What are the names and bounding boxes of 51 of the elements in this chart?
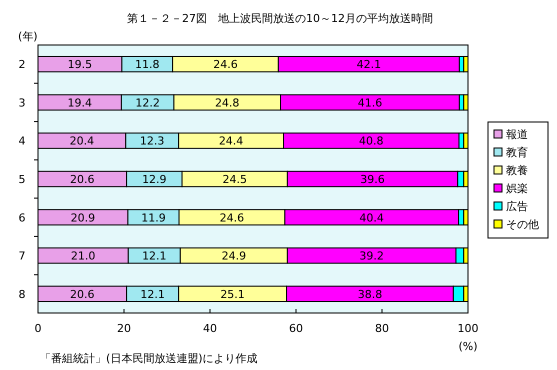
legend-label: 教養 xyxy=(506,164,528,177)
y-tick-label: 7 xyxy=(18,250,26,263)
data-label: 12.9 xyxy=(142,173,167,186)
data-label: 12.1 xyxy=(140,288,165,301)
y-tick-label: 4 xyxy=(18,134,26,148)
text: 「番組統計」(日本民間放送連盟)により作成 xyxy=(40,352,258,365)
y-tick-label: 2 xyxy=(18,58,26,72)
y-axis-title: (年) xyxy=(18,30,38,43)
x-tick-label: 60 xyxy=(289,322,303,335)
data-label: 12.3 xyxy=(140,134,164,148)
data-label: 38.8 xyxy=(358,288,382,301)
y-tick-label: 5 xyxy=(18,173,26,186)
data-label: 24.8 xyxy=(214,96,240,110)
x-tick-label: 100 xyxy=(458,322,478,335)
data-label: 21.0 xyxy=(70,250,96,263)
data-label: 12.1 xyxy=(142,250,167,263)
data-label: 20.4 xyxy=(70,134,94,148)
data-label: 25.1 xyxy=(220,288,245,301)
data-label: 40.8 xyxy=(359,134,384,148)
x-tick-label: 0 xyxy=(34,322,42,335)
x-tick-label: 40 xyxy=(203,322,217,335)
y-tick-label: 6 xyxy=(18,211,26,224)
x-tick-label: 80 xyxy=(375,322,389,335)
data-label: 42.1 xyxy=(356,58,382,72)
data-label: 24.6 xyxy=(220,211,244,224)
legend-label: その他 xyxy=(506,218,539,231)
x-tick-label: 20 xyxy=(117,322,131,335)
legend-label: 娯楽 xyxy=(506,182,528,195)
data-label: 11.9 xyxy=(141,211,166,224)
legend-label: 広告 xyxy=(506,200,528,213)
data-label: 12.2 xyxy=(135,96,160,110)
data-label: 39.6 xyxy=(360,173,385,186)
data-label: 41.6 xyxy=(358,96,382,110)
data-label: 19.5 xyxy=(68,58,92,72)
data-label: 24.6 xyxy=(213,58,238,72)
y-tick-label: 8 xyxy=(18,288,26,301)
data-label: 40.4 xyxy=(359,211,384,224)
data-label: 24.4 xyxy=(218,134,244,148)
chart-title: 第１－２－27図 地上波民間放送の10～12月の平均放送時間 xyxy=(127,12,433,25)
data-label: 39.2 xyxy=(359,250,384,263)
data-label: 11.8 xyxy=(134,58,160,72)
legend-label: 報道 xyxy=(506,128,528,141)
data-label: 24.5 xyxy=(222,173,247,186)
data-label: 24.9 xyxy=(222,250,246,263)
legend-label: 教育 xyxy=(506,146,528,159)
data-label: 20.9 xyxy=(70,211,96,224)
y-tick-label: 3 xyxy=(18,96,26,110)
data-label: 20.6 xyxy=(70,288,95,301)
x-axis-title: (%) xyxy=(458,340,478,353)
data-label: 19.4 xyxy=(67,96,92,110)
data-label: 20.6 xyxy=(70,173,95,186)
